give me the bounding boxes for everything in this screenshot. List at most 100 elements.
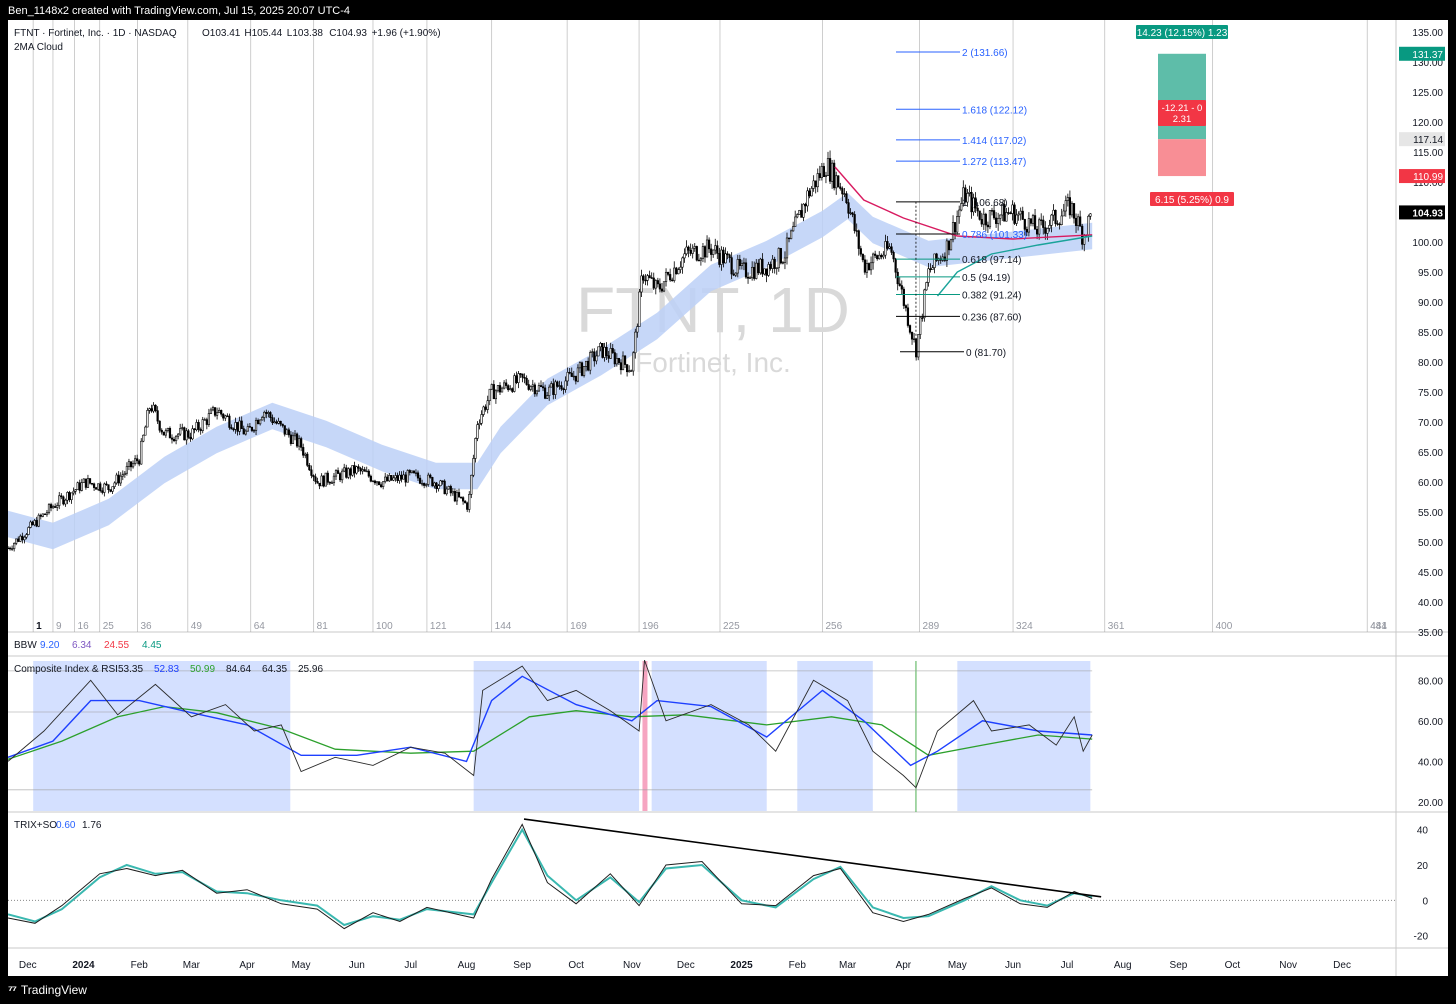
candle <box>584 360 588 372</box>
candle-body <box>880 254 883 258</box>
candle <box>744 258 748 279</box>
price-axis-tick: 135.00 <box>1412 28 1443 39</box>
candle <box>218 407 221 414</box>
candle <box>466 501 469 513</box>
candle-body <box>617 358 620 363</box>
candle <box>488 388 491 406</box>
candle-body <box>974 197 977 209</box>
candle-body <box>999 214 1002 219</box>
candle-body <box>144 426 147 436</box>
candle-body <box>812 180 815 189</box>
candle-body <box>211 407 215 411</box>
candle <box>314 473 317 485</box>
trix-axis-tick: 0 <box>1422 896 1428 907</box>
candle <box>765 268 768 283</box>
candle-body <box>533 384 536 395</box>
candle-body <box>931 267 934 270</box>
candle <box>379 482 383 489</box>
candle <box>953 221 957 240</box>
candle <box>958 205 961 224</box>
candle <box>986 221 989 234</box>
candle-body <box>697 259 700 262</box>
price-axis-tick: 85.00 <box>1418 328 1443 339</box>
footer-brand[interactable]: TradingView <box>20 983 87 997</box>
ma-cloud-band <box>8 192 1093 550</box>
candle-body <box>1062 210 1065 217</box>
candle-body <box>439 480 442 487</box>
candle <box>51 504 55 509</box>
candle-body <box>664 271 668 282</box>
candle <box>1033 208 1037 230</box>
candle-body <box>109 489 112 492</box>
bbw-value: 9.20 <box>40 640 60 651</box>
bar-count-label: 1 <box>36 621 42 632</box>
candle <box>39 513 42 520</box>
fib-level-label: 0.5 (94.19) <box>962 273 1010 284</box>
candle <box>1064 195 1067 217</box>
candle <box>646 274 649 286</box>
candle-body <box>898 283 901 286</box>
candle-body <box>718 253 721 265</box>
price-axis-tick: 130.00 <box>1412 58 1443 69</box>
candle <box>1003 199 1006 222</box>
candle-body <box>119 475 122 484</box>
candle <box>357 464 360 472</box>
candle-body <box>1005 212 1008 222</box>
candle <box>164 428 167 438</box>
candle-body <box>888 246 891 249</box>
composite-value: 25.96 <box>298 664 323 675</box>
candle <box>474 437 477 463</box>
candle-body <box>941 256 944 261</box>
candle-body <box>726 253 729 256</box>
candle-body <box>232 428 235 431</box>
candle <box>910 331 914 345</box>
candle <box>656 277 659 288</box>
candle <box>88 478 92 485</box>
candle <box>306 452 309 468</box>
candle-body <box>927 268 930 283</box>
chart-canvas[interactable]: 1 9 16 25 36 49 64 81 100 121 144 169 196 225 256 289 32… <box>8 20 1448 976</box>
candle <box>886 235 889 251</box>
candle <box>441 480 444 485</box>
candle <box>131 460 135 469</box>
price-axis-tick: 90.00 <box>1418 298 1443 309</box>
candle <box>845 191 848 205</box>
candle <box>767 261 770 277</box>
candle-body <box>10 548 14 550</box>
bar-count-label: 100 <box>376 621 393 632</box>
candle <box>103 482 106 497</box>
candle-body <box>1068 197 1071 216</box>
candle-body <box>642 275 645 281</box>
candle <box>468 491 471 513</box>
candle-body <box>70 492 73 501</box>
candle-body <box>35 520 38 527</box>
candle-body <box>857 230 860 249</box>
candle-body <box>355 466 358 474</box>
candle <box>601 343 604 359</box>
candle-body <box>892 252 895 260</box>
candle <box>999 214 1002 226</box>
candle-body <box>33 520 36 526</box>
candle <box>259 419 262 426</box>
candle-body <box>172 439 176 442</box>
candle-body <box>1013 204 1016 224</box>
candle <box>439 479 442 487</box>
candle-body <box>1079 216 1082 227</box>
candle-body <box>271 417 274 424</box>
candle <box>560 381 563 391</box>
candle-body <box>287 429 290 436</box>
candle <box>882 251 885 260</box>
candle <box>431 476 434 487</box>
candle-body <box>68 492 71 501</box>
candle <box>455 489 459 505</box>
candle-body <box>293 433 297 437</box>
time-axis-label: Aug <box>1114 960 1132 971</box>
candle-body <box>548 386 551 396</box>
candle <box>142 434 145 443</box>
candle <box>812 175 815 192</box>
time-axis-label: Oct <box>568 960 584 971</box>
candle-body <box>302 447 305 456</box>
candle <box>640 269 643 298</box>
candle <box>99 481 102 493</box>
candle <box>566 367 569 386</box>
